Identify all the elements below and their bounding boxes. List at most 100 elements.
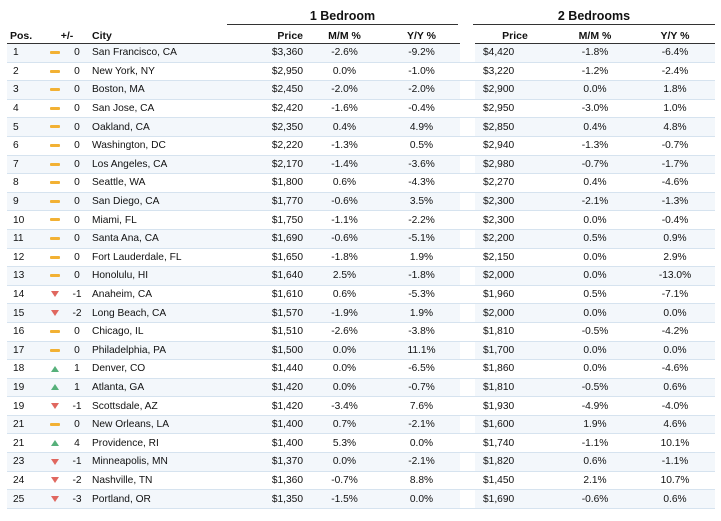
trend-indicator xyxy=(45,396,65,416)
cell-spacer xyxy=(460,173,476,193)
cell-price-1br: $1,400 xyxy=(229,433,307,454)
cell-yy-1br: -6.5% xyxy=(383,359,461,379)
cell-city: Nashville, TN xyxy=(89,471,230,491)
cell-mm-2br: 0.0% xyxy=(555,80,636,100)
up-triangle-icon xyxy=(51,365,59,372)
cell-change: -3 xyxy=(65,489,90,509)
table-row: 1 0 San Francisco, CA $3,360 -2.6% -9.2% $4,42… xyxy=(7,43,716,63)
cell-mm-2br: 0.0% xyxy=(555,210,636,230)
cell-yy-2br: -1.3% xyxy=(635,192,716,212)
cell-yy-2br: 0.6% xyxy=(635,378,716,398)
cell-yy-2br: -4.6% xyxy=(635,359,716,379)
table-row: 6 0 Washington, DC $2,220 -1.3% 0.5% $2,940 -1.… xyxy=(7,136,716,156)
cell-spacer xyxy=(460,415,476,435)
cell-mm-1br: 2.5% xyxy=(306,266,384,286)
cell-price-2br: $2,900 xyxy=(475,80,556,100)
cell-price-2br: $1,930 xyxy=(475,396,556,416)
cell-mm-2br: 0.6% xyxy=(555,452,636,472)
cell-yy-1br: -2.0% xyxy=(383,80,461,100)
dash-icon xyxy=(50,51,60,55)
cell-city: Oakland, CA xyxy=(89,117,230,137)
cell-yy-2br: 4.8% xyxy=(635,117,716,137)
dash-icon xyxy=(50,330,60,334)
cell-spacer xyxy=(460,489,476,509)
cell-price-2br: $2,270 xyxy=(475,173,556,193)
cell-mm-2br: 0.4% xyxy=(555,173,636,193)
cell-yy-2br: -1.1% xyxy=(635,452,716,472)
cell-spacer xyxy=(460,229,476,249)
trend-indicator xyxy=(45,266,65,286)
cell-mm-1br: -2.6% xyxy=(306,322,384,342)
cell-mm-1br: -1.6% xyxy=(306,99,384,119)
cell-yy-1br: 1.9% xyxy=(383,248,461,268)
cell-yy-1br: -5.3% xyxy=(383,285,461,305)
cell-price-1br: $1,770 xyxy=(229,192,307,212)
dash-icon xyxy=(50,125,60,129)
dash-icon xyxy=(50,162,60,166)
trend-indicator xyxy=(45,415,65,435)
table-row: 12 0 Fort Lauderdale, FL $1,650 -1.8% 1.9% $2,… xyxy=(7,248,716,268)
cell-yy-2br: -7.1% xyxy=(635,285,716,305)
dash-icon xyxy=(50,274,60,278)
cell-city: Fort Lauderdale, FL xyxy=(89,248,230,268)
cell-price-1br: $1,570 xyxy=(229,303,307,323)
dash-icon xyxy=(50,106,60,110)
cell-price-2br: $2,150 xyxy=(475,248,556,268)
down-triangle-icon xyxy=(51,495,59,502)
cell-mm-1br: 0.0% xyxy=(306,378,384,398)
cell-yy-1br: -2.2% xyxy=(383,210,461,230)
trend-indicator xyxy=(45,248,65,268)
cell-city: Atlanta, GA xyxy=(89,378,230,398)
rent-table: Pos. +/- City Price M/M % Y/Y % Price M/… xyxy=(7,28,716,509)
cell-change: 0 xyxy=(65,322,90,342)
cell-price-1br: $1,360 xyxy=(229,471,307,491)
cell-spacer xyxy=(460,248,476,268)
cell-change: 0 xyxy=(65,99,90,119)
cell-mm-2br: -4.9% xyxy=(555,396,636,416)
cell-yy-1br: -0.7% xyxy=(383,378,461,398)
cell-price-2br: $1,450 xyxy=(475,471,556,491)
trend-indicator xyxy=(45,433,65,454)
table-row: 19 -1 Scottsdale, AZ $1,420 -3.4% 7.6% $1,930-… xyxy=(7,396,716,416)
cell-change: 0 xyxy=(65,192,90,212)
cell-pos: 25 xyxy=(7,489,45,509)
cell-city: Chicago, IL xyxy=(89,322,230,342)
cell-yy-2br: 10.7% xyxy=(635,471,716,491)
cell-mm-1br: 0.4% xyxy=(306,117,384,137)
cell-city: Denver, CO xyxy=(89,359,230,379)
down-triangle-icon xyxy=(51,402,59,409)
cell-mm-1br: 0.0% xyxy=(306,341,384,361)
cell-yy-2br: -0.4% xyxy=(635,210,716,230)
cell-yy-1br: -1.8% xyxy=(383,266,461,286)
cell-price-1br: $1,750 xyxy=(229,210,307,230)
cell-mm-1br: -2.6% xyxy=(306,43,384,63)
cell-mm-2br: -1.3% xyxy=(555,136,636,156)
cell-pos: 19 xyxy=(7,378,45,398)
trend-indicator xyxy=(45,117,65,137)
table-row: 25 -3 Portland, OR $1,350 -1.5% 0.0% $1,690 -0.… xyxy=(7,489,716,509)
cell-yy-1br: 3.5% xyxy=(383,192,461,212)
cell-spacer xyxy=(460,396,476,416)
table-row: 3 0 Boston, MA $2,450 -2.0% -2.0% $2,900 0.0% 1.… xyxy=(7,80,716,100)
cell-price-1br: $1,640 xyxy=(229,266,307,286)
cell-pos: 15 xyxy=(7,303,45,323)
cell-price-2br: $2,950 xyxy=(475,99,556,119)
cell-mm-1br: 0.0% xyxy=(306,359,384,379)
cell-mm-2br: 0.0% xyxy=(555,341,636,361)
cell-spacer xyxy=(460,433,476,454)
cell-mm-2br: -0.7% xyxy=(555,155,636,175)
trend-indicator xyxy=(45,43,65,63)
cell-change: 0 xyxy=(65,415,90,435)
cell-yy-1br: 8.8% xyxy=(383,471,461,491)
cell-yy-1br: 0.5% xyxy=(383,136,461,156)
cell-pos: 3 xyxy=(7,80,45,100)
cell-pos: 1 xyxy=(7,43,45,63)
cell-mm-1br: -0.6% xyxy=(306,192,384,212)
cell-city: Los Angeles, CA xyxy=(89,155,230,175)
cell-pos: 17 xyxy=(7,341,45,361)
col-header-mm-2br: M/M % xyxy=(555,28,636,44)
cell-yy-2br: -1.7% xyxy=(635,155,716,175)
cell-mm-2br: 1.9% xyxy=(555,415,636,435)
cell-yy-1br: -0.4% xyxy=(383,99,461,119)
